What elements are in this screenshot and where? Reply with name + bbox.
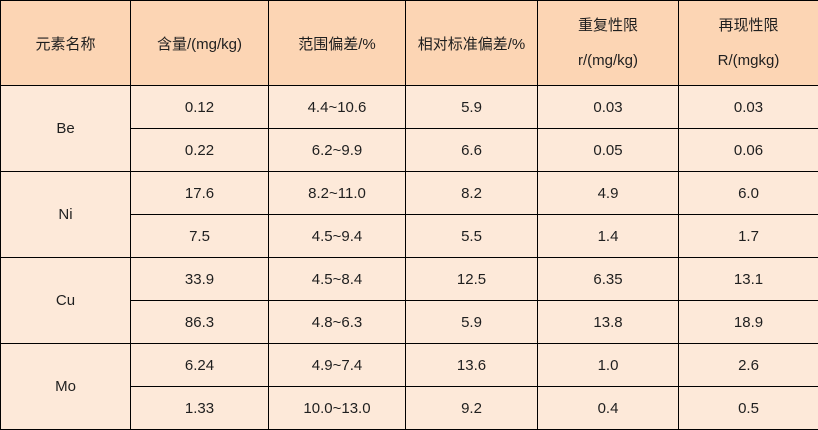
value-cell: 1.0: [538, 344, 679, 387]
value-cell: 10.0~13.0: [269, 387, 406, 430]
value-cell: 0.03: [679, 86, 818, 129]
col-header-element-name: 元素名称: [1, 1, 131, 86]
value-cell: 0.03: [538, 86, 679, 129]
value-cell: 6.35: [538, 258, 679, 301]
value-cell: 86.3: [131, 301, 269, 344]
value-cell: 13.8: [538, 301, 679, 344]
value-cell: 2.6: [679, 344, 818, 387]
value-cell: 0.06: [679, 129, 818, 172]
table-row-be-1: Be 0.12 4.4~10.6 5.9 0.03 0.03: [1, 86, 818, 129]
table-row-mo-1: Mo 6.24 4.9~7.4 13.6 1.0 2.6: [1, 344, 818, 387]
value-cell: 5.9: [406, 301, 538, 344]
value-cell: 0.4: [538, 387, 679, 430]
value-cell: 13.1: [679, 258, 818, 301]
value-cell: 1.7: [679, 215, 818, 258]
value-cell: 17.6: [131, 172, 269, 215]
reproducibility-header-unit: R/(mgkg): [718, 53, 780, 68]
reproducibility-header-lines: 再现性限 R/(mgkg): [679, 1, 818, 85]
value-cell: 6.2~9.9: [269, 129, 406, 172]
value-cell: 8.2: [406, 172, 538, 215]
value-cell: 8.2~11.0: [269, 172, 406, 215]
value-cell: 0.05: [538, 129, 679, 172]
value-cell: 1.33: [131, 387, 269, 430]
table-body: Be 0.12 4.4~10.6 5.9 0.03 0.03 0.22 6.2~…: [1, 86, 818, 430]
value-cell: 18.9: [679, 301, 818, 344]
value-cell: 0.5: [679, 387, 818, 430]
value-cell: 4.9~7.4: [269, 344, 406, 387]
element-cell-cu: Cu: [1, 258, 131, 344]
repeatability-header-unit: r/(mg/kg): [578, 53, 638, 68]
element-cell-mo: Mo: [1, 344, 131, 430]
value-cell: 0.22: [131, 129, 269, 172]
value-cell: 33.9: [131, 258, 269, 301]
value-cell: 4.5~8.4: [269, 258, 406, 301]
value-cell: 5.9: [406, 86, 538, 129]
value-cell: 0.12: [131, 86, 269, 129]
table-header: 元素名称 含量/(mg/kg) 范围偏差/% 相对标准偏差/% 重复性限 r/(…: [1, 1, 818, 86]
col-header-repeatability-limit: 重复性限 r/(mg/kg): [538, 1, 679, 86]
value-cell: 4.9: [538, 172, 679, 215]
value-cell: 4.8~6.3: [269, 301, 406, 344]
header-row: 元素名称 含量/(mg/kg) 范围偏差/% 相对标准偏差/% 重复性限 r/(…: [1, 1, 818, 86]
value-cell: 6.24: [131, 344, 269, 387]
element-cell-be: Be: [1, 86, 131, 172]
table-row-ni-1: Ni 17.6 8.2~11.0 8.2 4.9 6.0: [1, 172, 818, 215]
value-cell: 13.6: [406, 344, 538, 387]
value-cell: 6.6: [406, 129, 538, 172]
element-cell-ni: Ni: [1, 172, 131, 258]
table-row-cu-1: Cu 33.9 4.5~8.4 12.5 6.35 13.1: [1, 258, 818, 301]
value-cell: 4.4~10.6: [269, 86, 406, 129]
value-cell: 4.5~9.4: [269, 215, 406, 258]
col-header-relative-std-deviation: 相对标准偏差/%: [406, 1, 538, 86]
value-cell: 5.5: [406, 215, 538, 258]
value-cell: 9.2: [406, 387, 538, 430]
value-cell: 12.5: [406, 258, 538, 301]
col-header-reproducibility-limit: 再现性限 R/(mgkg): [679, 1, 818, 86]
value-cell: 6.0: [679, 172, 818, 215]
reproducibility-header-title: 再现性限: [718, 18, 778, 33]
repeatability-header-lines: 重复性限 r/(mg/kg): [538, 1, 678, 85]
value-cell: 7.5: [131, 215, 269, 258]
col-header-content: 含量/(mg/kg): [131, 1, 269, 86]
repeatability-header-title: 重复性限: [578, 18, 638, 33]
col-header-range-deviation: 范围偏差/%: [269, 1, 406, 86]
value-cell: 1.4: [538, 215, 679, 258]
